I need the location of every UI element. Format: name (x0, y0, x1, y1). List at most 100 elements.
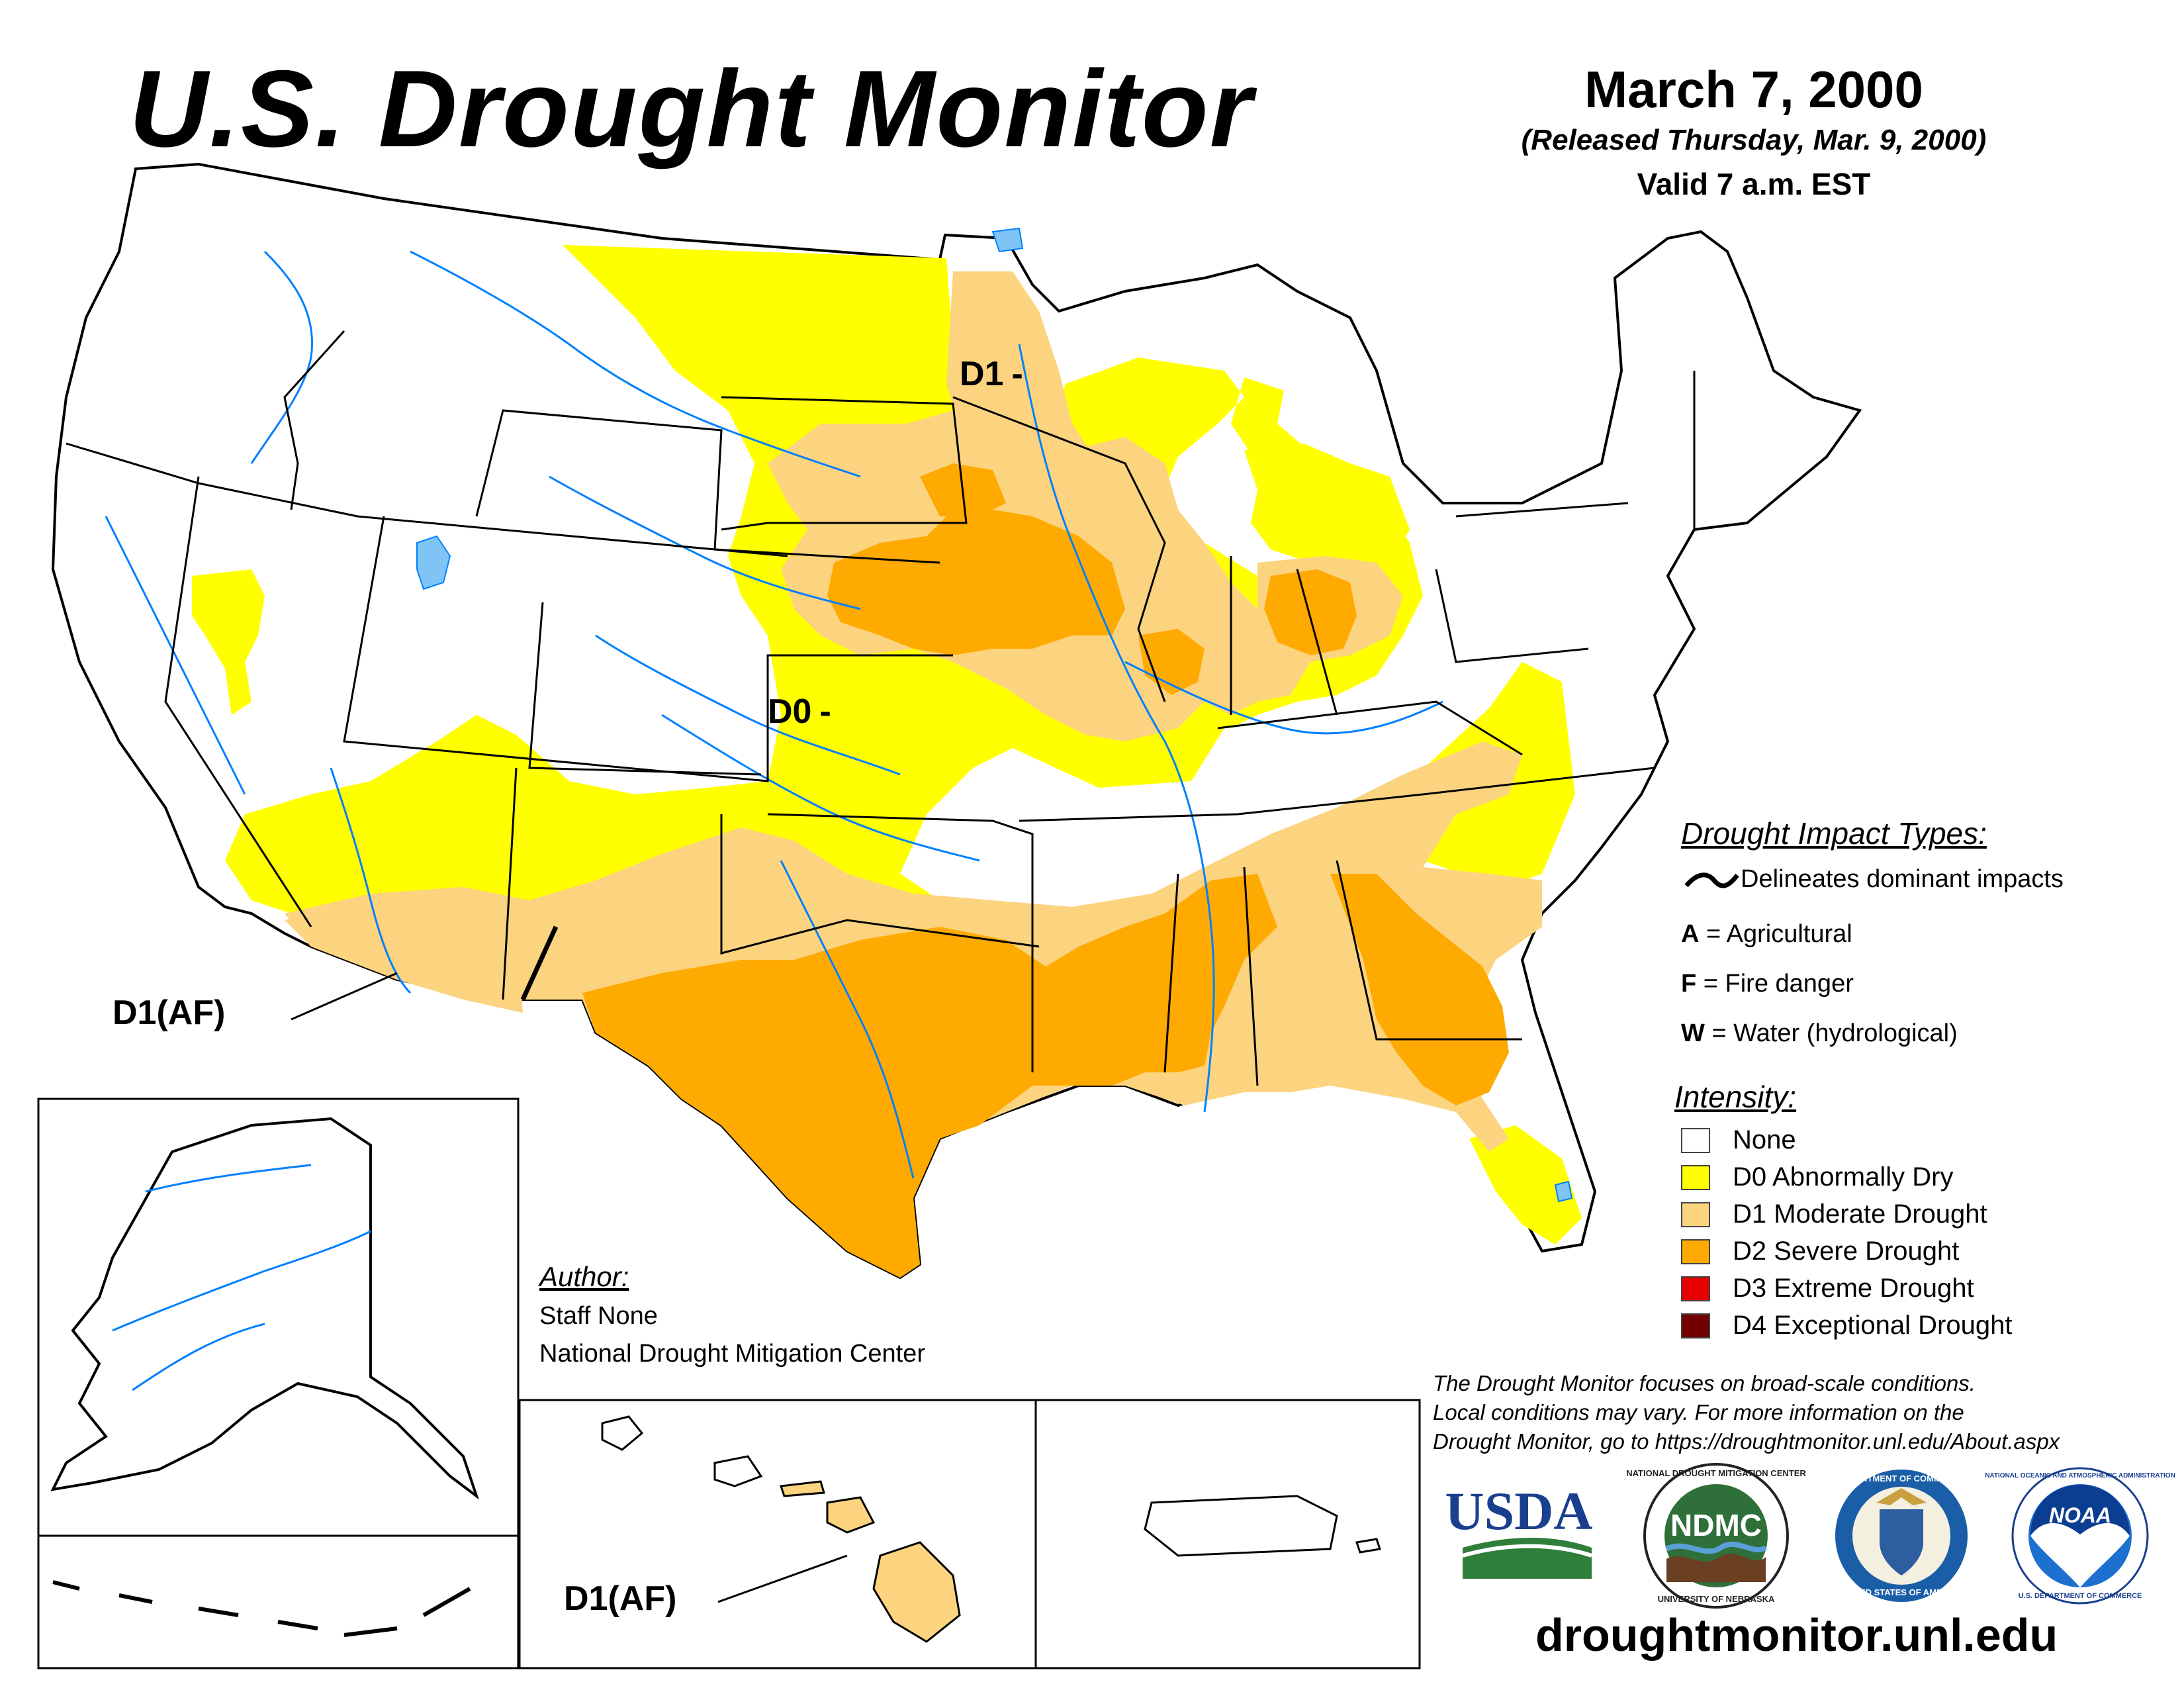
d2-plains (827, 510, 1125, 655)
ndmc-water (1665, 1542, 1768, 1554)
river (105, 516, 246, 795)
intensity-d1-label: D1 Moderate Drought (1733, 1199, 1987, 1229)
intensity-d4-label: D4 Exceptional Drought (1733, 1311, 2013, 1340)
impact-delineations (291, 925, 559, 1021)
usda-hills (1463, 1538, 1592, 1579)
intensity-d0-label: D0 Abnormally Dry (1733, 1162, 1954, 1192)
state-line (1336, 860, 1522, 1041)
d2-indiana-ohio (1264, 569, 1357, 655)
ndmc-logo: NDMC NATIONAL DROUGHT MITIGATION CENTER … (1626, 1463, 1806, 1609)
map-title: U.S. Drought Monitor (129, 48, 1253, 169)
website-link[interactable]: droughtmonitor.unl.edu (1535, 1609, 2058, 1661)
tanana-river (145, 1164, 312, 1193)
state-line (720, 814, 1040, 955)
state-line (1243, 867, 1259, 1086)
alaska-inset (37, 1098, 520, 1669)
date-block: March 7, 2000 (Released Thursday, Mar. 9… (1456, 60, 2052, 202)
river (1124, 661, 1443, 735)
author-org: National Drought Mitigation Center (539, 1340, 925, 1368)
label-d0-plains-text: D0 (768, 692, 812, 731)
swatch-d1 (1681, 1201, 1710, 1227)
river (330, 767, 412, 994)
puerto-rico-inset (1034, 1399, 1421, 1669)
impact-delineates-text: Delineates dominant impacts (1741, 865, 2064, 893)
impact-text-w: = Water (hydrological) (1711, 1019, 1958, 1047)
river (661, 714, 980, 862)
commerce-ring-top-text: DEPARTMENT OF COMMERCE (1838, 1474, 1965, 1483)
commerce-eagle (1876, 1488, 1927, 1505)
ndmc-waves (1666, 1554, 1766, 1582)
state-line (1217, 700, 1523, 756)
river (595, 634, 901, 776)
state-line (475, 409, 788, 557)
swatch-none (1681, 1127, 1710, 1153)
state-line (952, 396, 1166, 702)
impact-text-a: = Agricultural (1706, 920, 1852, 948)
release-date: (Released Thursday, Mar. 9, 2000) (1521, 124, 1987, 156)
aleutian-islands (52, 1580, 471, 1637)
noaa-bird (2030, 1523, 2130, 1587)
usda-logo-text: USDA (1445, 1481, 1592, 1541)
author-block: Author: Staff None National Drought Miti… (539, 1261, 925, 1368)
state-line (502, 767, 518, 1000)
impact-code-w: W (1681, 1019, 1705, 1047)
label-d0-plains: D0- (768, 692, 831, 731)
label-d1af-hawaii: D1(AF) (564, 1579, 677, 1618)
ndmc-logo-text: NDMC (1670, 1508, 1762, 1542)
rivers (105, 250, 1443, 1179)
ndmc-ring-bottom-text: UNIVERSITY OF NEBRASKA (1658, 1594, 1775, 1604)
commerce-shield (1880, 1509, 1923, 1575)
state-boundaries (66, 330, 1696, 1086)
label-d1-north: D1- (960, 355, 1023, 393)
disclaimer-line: Local conditions may vary. For more info… (1433, 1400, 1964, 1425)
commerce-logo: DEPARTMENT OF COMMERCE UNITED STATES OF … (1835, 1470, 1968, 1602)
state-line (343, 516, 953, 782)
river (410, 250, 861, 478)
great-salt-lake (416, 535, 451, 590)
label-d1-north-text: D1 (960, 355, 1004, 393)
impact-text-f: = Fire danger (1703, 970, 1854, 998)
label-d1af-southwest: D1(AF) (113, 994, 226, 1032)
d2-georgia (1330, 874, 1509, 1105)
puerto-rico (1144, 1495, 1338, 1557)
hawaii-frame (518, 1399, 1037, 1669)
state-line (721, 396, 968, 531)
usda-hills-band (1462, 1544, 1592, 1558)
intensity-none: None (1681, 1125, 1796, 1155)
lakes (416, 227, 1573, 1203)
state-line (1455, 502, 1629, 518)
impact-water: W = Water (hydrological) (1681, 1019, 1958, 1048)
author-title: Author: (539, 1261, 629, 1292)
d2-illinois (1138, 629, 1205, 695)
leader-line-hawaii (717, 1554, 848, 1603)
d1-minnesota (946, 271, 1118, 510)
author-name: Staff None (539, 1302, 658, 1330)
d0-carolinas (1476, 781, 1535, 900)
impact-code-a: A (1681, 920, 1700, 948)
state-line (1435, 569, 1589, 663)
intensity-d2-label: D2 Severe Drought (1733, 1237, 1960, 1266)
impact-fire: F = Fire danger (1681, 970, 1854, 998)
intensity-title: Intensity: (1674, 1080, 1797, 1114)
d0-lower-michigan (1244, 444, 1410, 569)
disclaimer-line: The Drought Monitor focuses on broad-sca… (1433, 1371, 1976, 1395)
noaa-logo: NOAA NATIONAL OCEANIC AND ATMOSPHERIC AD… (1985, 1467, 2175, 1605)
state-line (1163, 873, 1179, 1073)
intensity-none-label: None (1733, 1125, 1796, 1154)
state-line (1296, 569, 1338, 716)
maui (826, 1496, 876, 1534)
noaa-ring-bottom-text: U.S. DEPARTMENT OF COMMERCE (2019, 1592, 2142, 1600)
lake-okeechobee (1554, 1180, 1573, 1203)
d0-nevada-patch (192, 569, 265, 715)
commerce-ring-bottom-text: UNITED STATES OF AMERICA (1840, 1587, 1964, 1597)
yukon-river (112, 1230, 371, 1332)
intensity-d3: D3 Extreme Drought (1681, 1274, 1974, 1303)
red-lake (991, 227, 1024, 253)
swatch-d0 (1681, 1164, 1710, 1190)
river (780, 860, 915, 1179)
kuskokwim-river (132, 1323, 265, 1391)
impact-types-title: Drought Impact Types: (1681, 816, 1987, 851)
usda-logo: USDA (1445, 1481, 1593, 1579)
intensity-d2: D2 Severe Drought (1681, 1237, 1959, 1266)
